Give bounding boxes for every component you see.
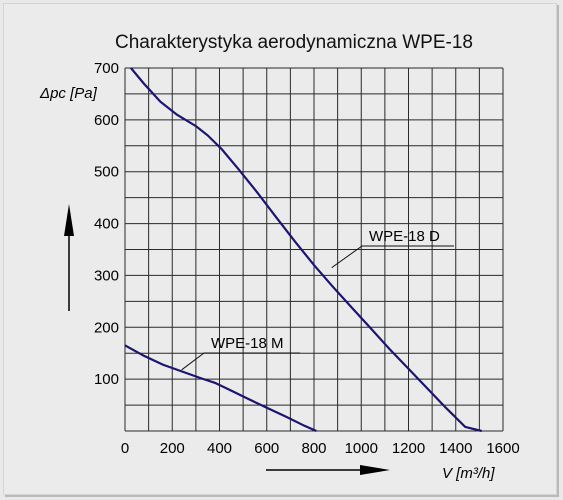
series-leader-line (331, 245, 454, 269)
x-tick-label: 1400 (439, 440, 472, 457)
chart-frame: Charakterystyka aerodynamiczna WPE-18 Δp… (3, 3, 557, 495)
series-layer (124, 67, 482, 433)
y-axis-title: Δpc [Pa] (39, 85, 98, 102)
chart-title: Charakterystyka aerodynamiczna WPE-18 (115, 32, 473, 53)
grid (124, 67, 504, 432)
x-tick-label: 0 (121, 440, 129, 457)
series-leader-line (181, 352, 300, 371)
y-tick-label: 700 (94, 60, 119, 77)
series-label-wpe-18-m: WPE-18 M (211, 335, 284, 352)
series-line-wpe-18-m (124, 344, 317, 433)
y-tick-label: 200 (94, 319, 119, 336)
x-tick-label: 1600 (486, 440, 519, 457)
y-tick-label: 400 (94, 216, 119, 233)
chart-svg: Charakterystyka aerodynamiczna WPE-18 Δp… (39, 32, 520, 482)
y-tick-label: 300 (94, 267, 119, 284)
y-direction-arrow-head (64, 204, 74, 236)
series-label-wpe-18-d: WPE-18 D (369, 228, 440, 245)
y-tick-label: 600 (94, 112, 119, 129)
labels: Charakterystyka aerodynamiczna WPE-18 Δp… (39, 32, 520, 482)
y-tick-label: 100 (94, 371, 119, 388)
x-tick-label: 200 (160, 440, 185, 457)
x-direction-arrow-head (360, 465, 390, 475)
y-tick-label: 500 (94, 164, 119, 181)
x-tick-label: 1200 (392, 440, 425, 457)
x-tick-label: 400 (207, 440, 232, 457)
x-axis-title: V [m³/h] (442, 465, 495, 482)
x-tick-label: 600 (254, 440, 279, 457)
series-line-wpe-18-d (130, 67, 482, 433)
x-tick-label: 800 (301, 440, 326, 457)
x-tick-label: 1000 (345, 440, 378, 457)
